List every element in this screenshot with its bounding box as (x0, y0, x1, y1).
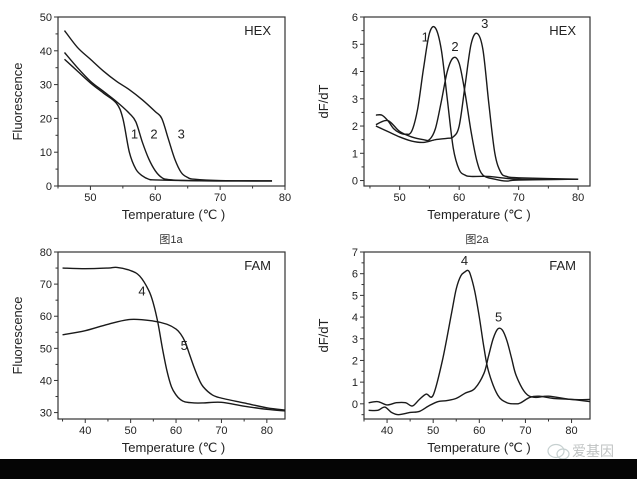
x-tick-label: 40 (79, 425, 91, 437)
series-label-1: 1 (422, 30, 429, 45)
y-tick-label: 50 (40, 343, 52, 355)
series-line-4 (368, 269, 591, 407)
x-tick-label: 40 (381, 425, 393, 437)
y-tick-label: 6 (352, 12, 358, 24)
x-axis-label: Temperature (℃ ) (122, 440, 225, 455)
chart-fig1b: 40 50 60 70 80 30 40 50 60 70 80 Temperature (℃ ) Fl… (10, 247, 286, 455)
x-tick-label: 70 (513, 192, 525, 204)
y-tick-label: 1 (352, 377, 358, 389)
x-tick-label: 70 (215, 425, 227, 437)
x-tick-label: 80 (565, 425, 577, 437)
y-tick-label: 0 (352, 176, 358, 188)
y-tick-label: 10 (40, 147, 52, 159)
series-label-3: 3 (481, 16, 488, 31)
series-line-1 (64, 58, 273, 182)
watermark: 爱基因 (547, 443, 614, 460)
chart-fig1a: 50 60 70 80 0 10 20 30 40 50 Temperature (℃ ) Fluor… (10, 12, 291, 222)
x-axis-label: Temperature (℃ ) (427, 440, 530, 455)
x-tick-label: 80 (261, 425, 273, 437)
y-tick-label: 5 (352, 290, 358, 302)
y-tick-label: 70 (40, 279, 52, 291)
x-tick-label: 60 (473, 425, 485, 437)
series-line-2 (63, 52, 273, 182)
plot-frame (363, 251, 591, 420)
plot-frame (363, 16, 591, 187)
y-tick-label: 20 (40, 113, 52, 125)
y-tick-label: 4 (352, 67, 358, 79)
y-tick-label: 4 (352, 312, 358, 324)
x-tick-label: 70 (214, 192, 226, 204)
chart-title: FAM (549, 258, 576, 273)
y-tick-label: 50 (40, 12, 52, 24)
series-label-3: 3 (178, 127, 185, 142)
series-label-5: 5 (181, 338, 188, 353)
x-tick-label: 60 (453, 192, 465, 204)
series-line-3 (375, 32, 579, 180)
wechat-icon (547, 443, 565, 459)
y-tick-label: 2 (352, 355, 358, 367)
plot-frame (57, 16, 286, 187)
series-line-5 (368, 327, 591, 416)
y-tick-label: 1 (352, 148, 358, 160)
series-label-2: 2 (451, 39, 458, 54)
y-tick-label: 2 (352, 121, 358, 133)
y-tick-label: 3 (352, 334, 358, 346)
x-tick-label: 50 (84, 192, 96, 204)
x-tick-label: 50 (394, 192, 406, 204)
y-tick-label: 0 (352, 399, 358, 411)
y-tick-label: 7 (352, 247, 358, 259)
y-tick-label: 30 (40, 408, 52, 420)
caption-fig2a: 图2a (465, 233, 489, 246)
series-line-5 (62, 318, 286, 411)
x-tick-label: 50 (427, 425, 439, 437)
x-tick-label: 80 (572, 192, 584, 204)
x-tick-label: 60 (149, 192, 161, 204)
y-axis-label: Fluorescence (10, 62, 25, 140)
y-tick-label: 80 (40, 247, 52, 259)
chart-title: HEX (244, 23, 271, 38)
series-line-1 (375, 25, 579, 181)
plot-frame (57, 251, 286, 420)
chart-fig2b: 40 50 60 70 80 0 1 2 3 4 5 6 7 Temperature (℃ ) dF/dT F… (316, 247, 591, 455)
series-line-4 (62, 266, 286, 412)
x-tick-label: 80 (279, 192, 291, 204)
series-line-2 (375, 56, 579, 182)
y-tick-label: 40 (40, 375, 52, 387)
series-line-3 (63, 30, 273, 182)
y-axis-label: dF/dT (316, 318, 331, 352)
y-tick-label: 0 (46, 181, 52, 193)
y-tick-label: 60 (40, 311, 52, 323)
chart-fig2a: 50 60 70 80 0 1 2 3 4 5 6 Temperature (℃ ) dF/dT HEX 1… (316, 12, 591, 222)
series-label-1: 1 (131, 127, 138, 142)
y-axis-label: dF/dT (316, 84, 331, 118)
chart-title: FAM (244, 258, 271, 273)
y-tick-label: 5 (352, 39, 358, 51)
x-axis-label: Temperature (℃ ) (427, 207, 530, 222)
x-tick-label: 50 (125, 425, 137, 437)
caption-fig1a: 图1a (159, 233, 183, 246)
y-tick-label: 40 (40, 46, 52, 58)
watermark-text: 爱基因 (572, 443, 614, 459)
y-tick-label: 30 (40, 80, 52, 92)
y-axis-label: Fluorescence (10, 296, 25, 374)
series-label-4: 4 (138, 283, 145, 298)
x-tick-label: 70 (519, 425, 531, 437)
series-label-2: 2 (150, 127, 157, 142)
y-tick-label: 6 (352, 269, 358, 281)
y-tick-label: 3 (352, 94, 358, 106)
chart-title: HEX (549, 23, 576, 38)
series-label-4: 4 (461, 253, 468, 268)
series-label-5: 5 (495, 309, 502, 324)
x-tick-label: 60 (170, 425, 182, 437)
x-axis-label: Temperature (℃ ) (122, 207, 225, 222)
bottom-caption-bar (0, 459, 637, 479)
